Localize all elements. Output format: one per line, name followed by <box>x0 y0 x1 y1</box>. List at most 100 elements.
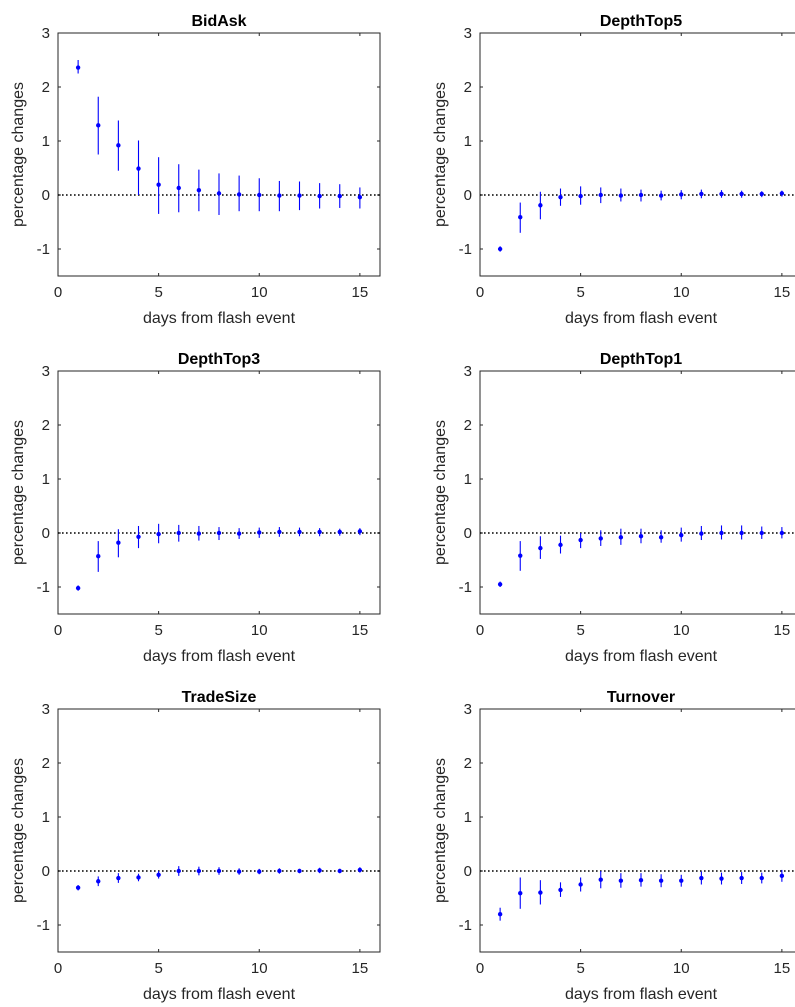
y-tick-label: 0 <box>464 525 472 542</box>
y-tick-label: 0 <box>464 187 472 204</box>
data-point <box>277 868 282 874</box>
y-tick-label: 3 <box>42 701 50 718</box>
data-point <box>277 193 282 198</box>
data-point <box>216 868 222 874</box>
y-axis-label: percentage changes <box>10 420 27 565</box>
x-axis-label: days from flash event <box>143 310 296 327</box>
data-point <box>75 65 81 70</box>
data-point <box>337 529 342 535</box>
data-point <box>699 191 704 197</box>
data-point <box>236 192 242 197</box>
data-point <box>578 882 583 887</box>
x-tick-label: 10 <box>251 284 268 301</box>
data-point <box>297 529 302 535</box>
data-point <box>739 875 744 881</box>
x-axis-label: days from flash event <box>565 986 718 1003</box>
data-point <box>538 203 543 208</box>
data-point <box>176 868 181 874</box>
data-point <box>236 869 242 874</box>
y-tick-label: 1 <box>464 133 472 150</box>
data-point <box>779 191 785 196</box>
x-tick-label: 0 <box>476 284 484 301</box>
data-point <box>96 554 101 559</box>
x-tick-label: 15 <box>352 622 369 639</box>
x-tick-label: 15 <box>352 284 369 301</box>
data-point <box>719 876 724 881</box>
data-point <box>638 877 644 883</box>
data-point <box>236 531 242 536</box>
y-tick-label: -1 <box>459 241 472 258</box>
y-tick-label: 1 <box>42 809 50 826</box>
y-tick-label: -1 <box>459 579 472 596</box>
data-point <box>538 545 543 551</box>
data-point <box>558 887 563 893</box>
data-point <box>779 873 785 879</box>
data-point <box>658 878 664 883</box>
axes-box <box>57 370 381 615</box>
data-point <box>538 890 543 895</box>
data-point <box>257 530 262 535</box>
data-point <box>297 868 302 874</box>
y-tick-label: 0 <box>42 863 50 880</box>
data-point <box>196 868 202 874</box>
x-tick-label: 10 <box>673 960 690 977</box>
data-point <box>156 182 161 187</box>
data-point <box>578 193 583 199</box>
data-point <box>96 123 101 128</box>
data-point <box>739 530 744 536</box>
x-tick-label: 0 <box>476 622 484 639</box>
data-point <box>196 531 202 536</box>
data-point <box>75 585 81 591</box>
data-point <box>257 192 262 198</box>
data-point <box>257 869 262 874</box>
chart-panel-turnover: Turnover 0 5 10 15 -1 0 1 2 3 days from flash even… <box>432 689 795 1003</box>
x-tick-label: 15 <box>774 960 791 977</box>
data-point <box>357 529 363 534</box>
data-point <box>779 530 785 536</box>
y-tick-label: 2 <box>464 755 472 772</box>
data-point <box>497 912 503 917</box>
data-point <box>598 192 603 198</box>
data-point <box>317 529 322 535</box>
x-tick-label: 15 <box>774 622 791 639</box>
axes-box <box>479 32 795 277</box>
chart-title: DepthTop1 <box>600 351 682 368</box>
y-axis-label: percentage changes <box>10 82 27 227</box>
chart-panel-tradesize: TradeSize 0 5 10 15 -1 0 1 2 3 days from flash eve… <box>10 689 381 1003</box>
chart-title: BidAsk <box>191 13 246 30</box>
y-tick-label: 2 <box>464 417 472 434</box>
chart-panel-depthtop1: DepthTop1 0 5 10 15 -1 0 1 2 3 days from flash eve… <box>432 351 795 665</box>
data-point <box>518 214 523 220</box>
data-point <box>638 192 644 198</box>
data-point <box>598 877 603 882</box>
x-tick-label: 0 <box>54 622 62 639</box>
y-tick-label: 1 <box>464 809 472 826</box>
x-axis-label: days from flash event <box>143 986 296 1003</box>
data-point <box>317 193 322 199</box>
data-point <box>176 530 181 536</box>
data-point <box>216 530 222 536</box>
y-tick-label: 2 <box>42 79 50 96</box>
y-tick-label: -1 <box>37 241 50 258</box>
data-point <box>618 535 624 540</box>
data-point <box>497 246 503 252</box>
data-point <box>196 187 202 193</box>
x-tick-label: 5 <box>154 622 162 639</box>
data-point <box>136 166 141 171</box>
data-point <box>759 875 764 881</box>
data-point <box>719 530 724 536</box>
data-point <box>357 194 363 200</box>
y-tick-label: -1 <box>37 579 50 596</box>
axes-box <box>479 370 795 615</box>
data-point <box>699 875 704 881</box>
x-tick-label: 5 <box>576 284 584 301</box>
data-point <box>136 534 141 539</box>
x-tick-label: 5 <box>576 960 584 977</box>
x-axis-label: days from flash event <box>565 310 718 327</box>
y-tick-label: 0 <box>42 525 50 542</box>
data-point <box>658 535 664 540</box>
y-tick-label: 0 <box>42 187 50 204</box>
y-tick-label: 0 <box>464 863 472 880</box>
x-tick-label: 0 <box>476 960 484 977</box>
data-point <box>277 529 282 535</box>
